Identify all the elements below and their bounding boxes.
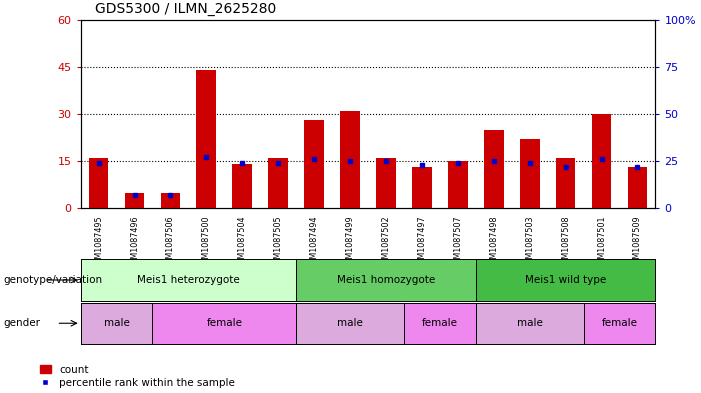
Text: female: female [601,318,637,328]
Text: GSM1087498: GSM1087498 [489,216,498,269]
Text: GSM1087508: GSM1087508 [561,216,570,269]
Text: female: female [422,318,458,328]
Text: GSM1087507: GSM1087507 [454,216,463,269]
Text: gender: gender [4,318,41,328]
Text: Meis1 wild type: Meis1 wild type [525,275,606,285]
Text: GSM1087502: GSM1087502 [381,216,390,269]
Text: female: female [206,318,243,328]
Bar [627,167,647,208]
Bar [161,193,180,208]
Bar [89,158,109,208]
Bar [484,130,503,208]
Text: GSM1087500: GSM1087500 [202,216,211,269]
Bar [268,158,288,208]
Bar [340,111,360,208]
Text: GSM1087509: GSM1087509 [633,216,642,269]
Text: GSM1087504: GSM1087504 [238,216,247,269]
Bar [196,70,216,208]
Text: male: male [517,318,543,328]
Text: GSM1087496: GSM1087496 [130,216,139,269]
Text: GSM1087506: GSM1087506 [166,216,175,269]
Text: GSM1087499: GSM1087499 [346,216,355,269]
Text: GDS5300 / ILMN_2625280: GDS5300 / ILMN_2625280 [95,2,276,16]
Text: male: male [104,318,130,328]
Text: GSM1087505: GSM1087505 [273,216,283,269]
Text: male: male [337,318,363,328]
Bar [412,167,432,208]
Bar [304,120,324,208]
Text: GSM1087494: GSM1087494 [310,216,319,269]
Bar [592,114,611,208]
Text: Meis1 homozygote: Meis1 homozygote [337,275,435,285]
Bar [520,139,540,208]
Text: GSM1087501: GSM1087501 [597,216,606,269]
Text: genotype/variation: genotype/variation [4,275,102,285]
Legend: count, percentile rank within the sample: count, percentile rank within the sample [40,365,235,388]
Text: GSM1087495: GSM1087495 [94,216,103,269]
Text: GSM1087497: GSM1087497 [417,216,426,269]
Bar [556,158,576,208]
Bar [233,164,252,208]
Bar [376,158,396,208]
Text: Meis1 heterozygote: Meis1 heterozygote [137,275,240,285]
Text: GSM1087503: GSM1087503 [525,216,534,269]
Bar [448,161,468,208]
Bar [125,193,144,208]
